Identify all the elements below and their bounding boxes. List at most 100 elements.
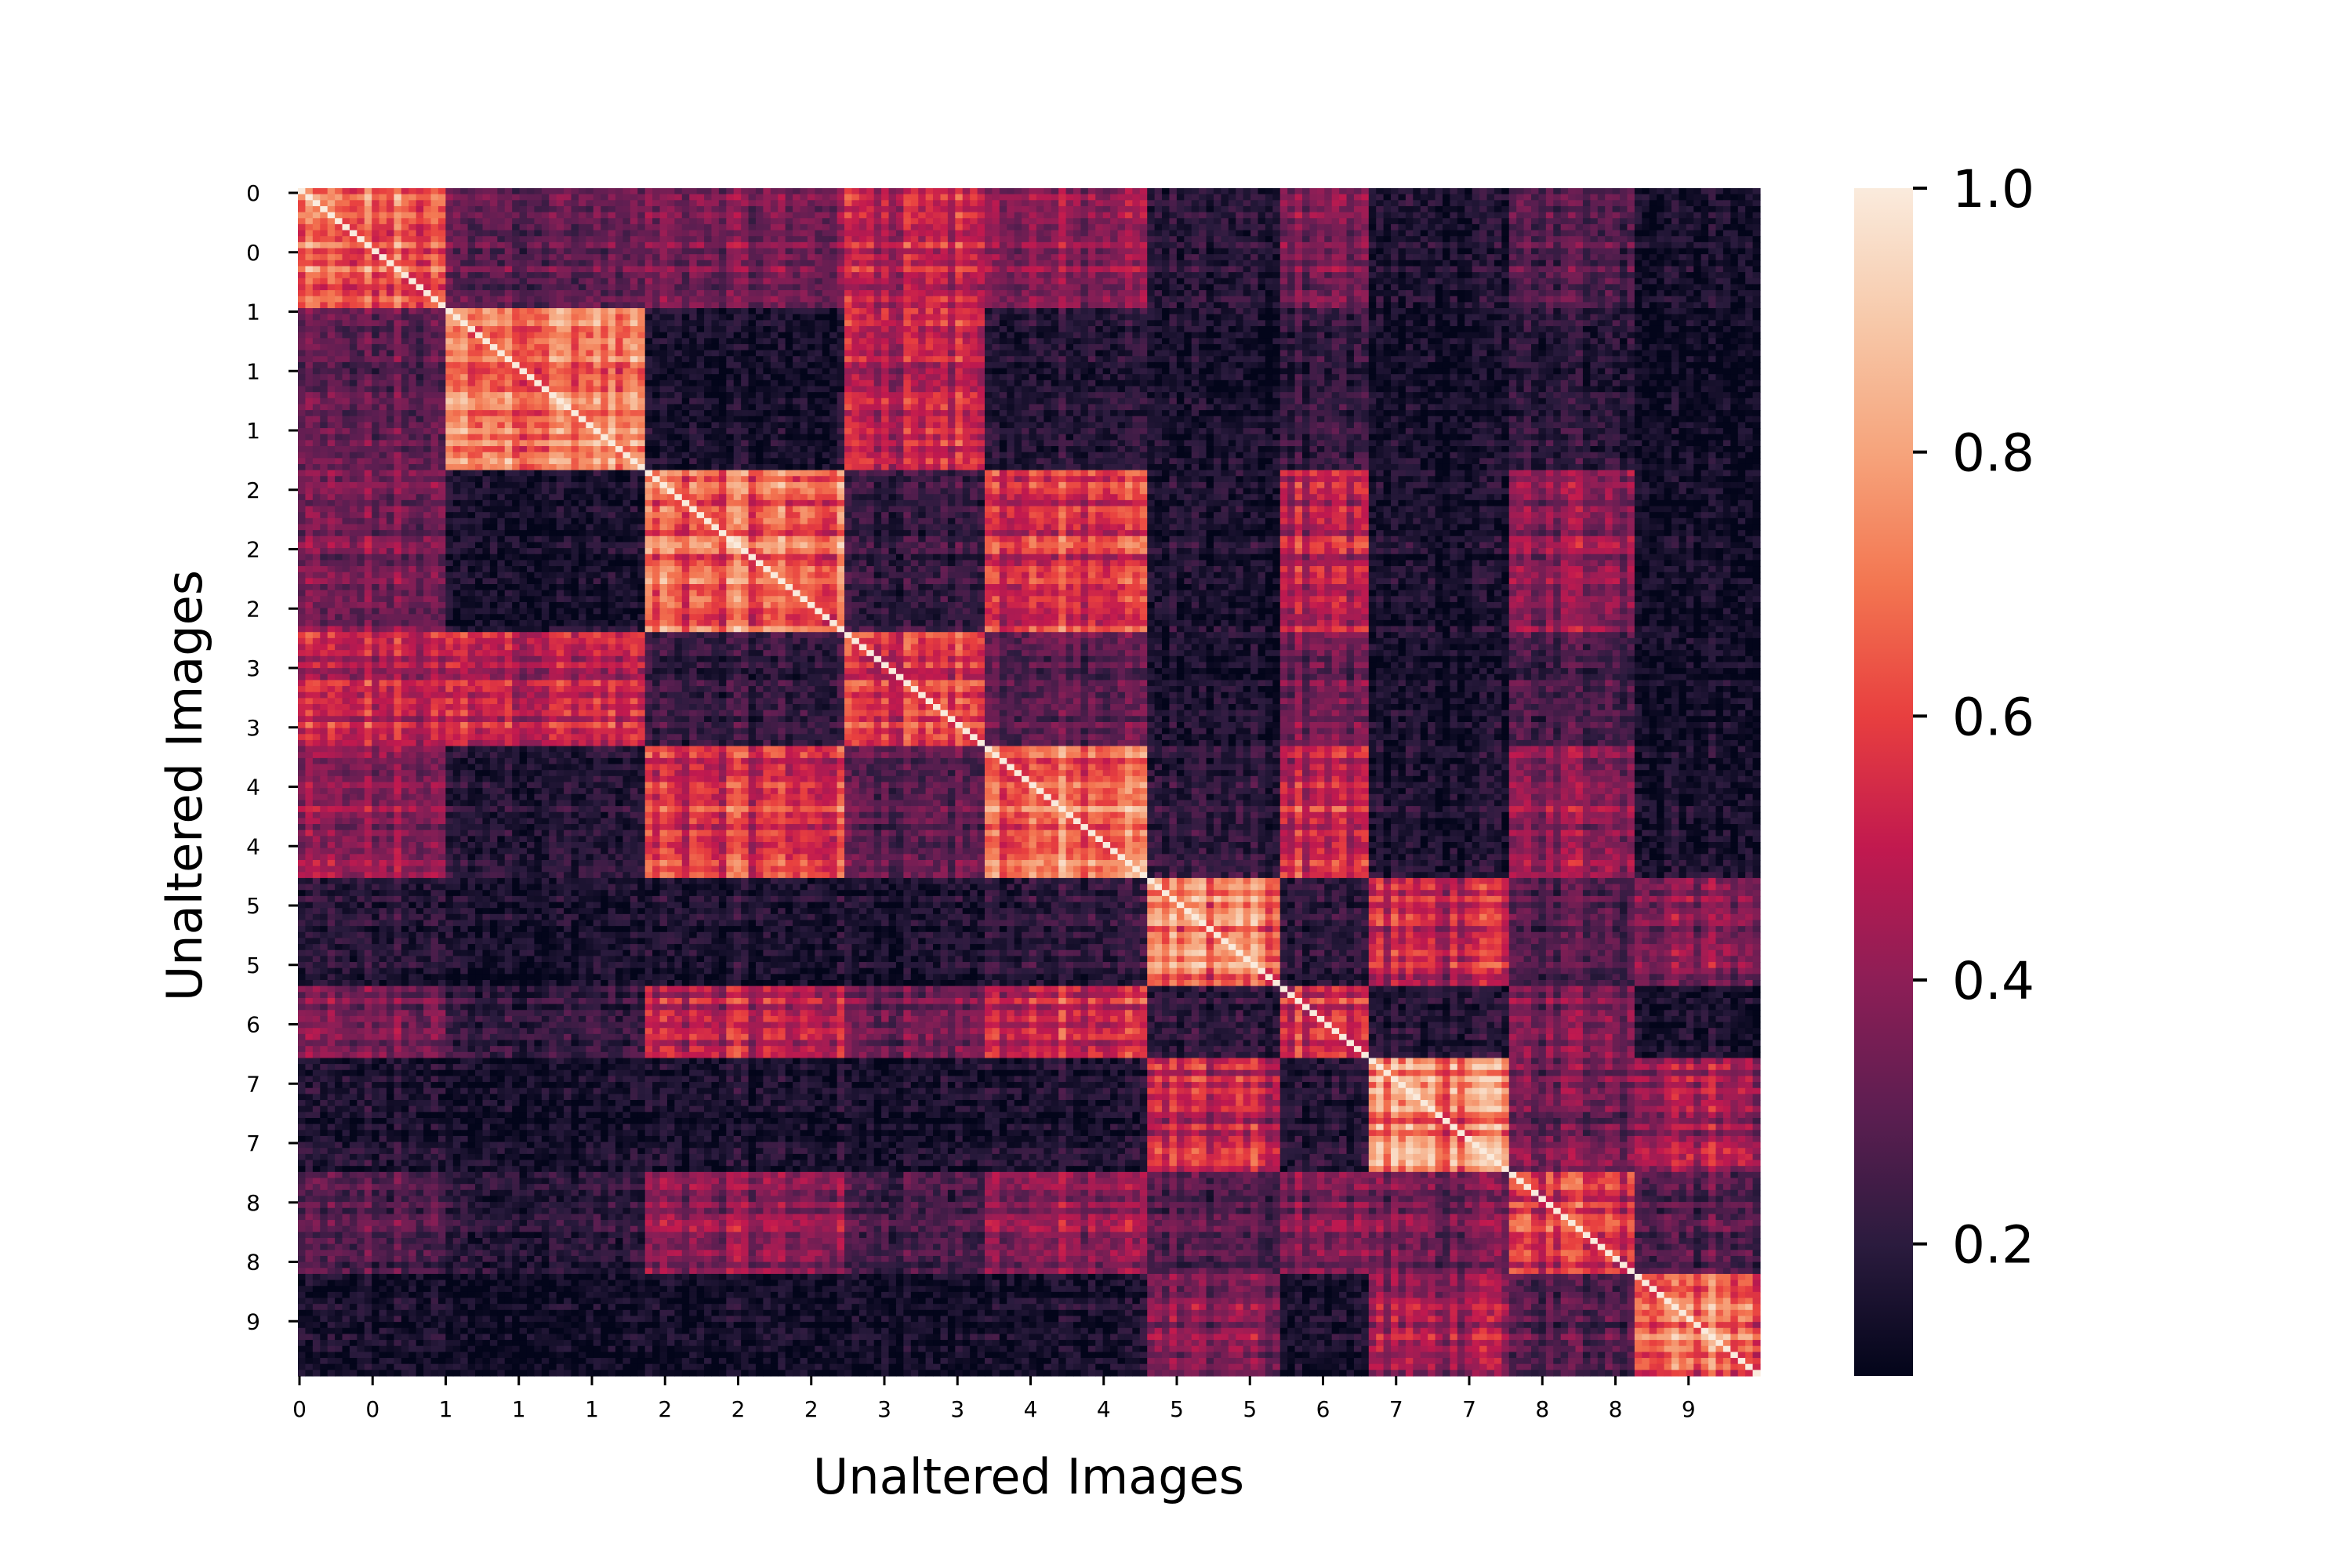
heatmap-cell — [1014, 278, 1022, 285]
heatmap-cell — [844, 206, 852, 212]
heatmap-cell — [394, 194, 401, 201]
heatmap-cell — [1044, 212, 1051, 219]
heatmap-cell — [800, 266, 808, 272]
heatmap-cell — [438, 224, 446, 230]
heatmap-cell — [593, 206, 601, 212]
heatmap-cell — [1088, 260, 1096, 267]
heatmap-cell — [1250, 212, 1258, 219]
heatmap-cell — [771, 194, 779, 201]
heatmap-cell — [674, 194, 682, 201]
heatmap-cell — [1272, 254, 1280, 260]
heatmap-cell — [1398, 260, 1406, 267]
heatmap-cell — [933, 254, 941, 260]
heatmap-cell — [682, 212, 690, 219]
heatmap-cell — [438, 218, 446, 224]
heatmap-cell — [874, 278, 882, 285]
heatmap-cell — [1044, 188, 1051, 194]
heatmap-cell — [1501, 254, 1509, 260]
heatmap-cell — [970, 242, 978, 249]
heatmap-cell — [1324, 230, 1332, 237]
heatmap-cell — [1590, 224, 1598, 230]
heatmap-cell — [1398, 242, 1406, 249]
heatmap-cell — [1553, 254, 1561, 260]
heatmap-cell — [1524, 212, 1532, 219]
heatmap-cell — [992, 230, 1000, 237]
heatmap-cell — [1214, 290, 1221, 296]
heatmap-cell — [482, 249, 490, 255]
heatmap-cell — [1214, 284, 1221, 290]
heatmap-cell — [1339, 200, 1347, 206]
heatmap-cell — [660, 290, 668, 296]
heatmap-cell — [1140, 200, 1148, 206]
heatmap-cell — [667, 224, 675, 230]
heatmap-cell — [1509, 290, 1517, 296]
heatmap-cell — [771, 188, 779, 194]
heatmap-cell — [1132, 194, 1140, 201]
heatmap-cell — [1605, 284, 1613, 290]
heatmap-cell — [771, 260, 779, 267]
heatmap-cell — [756, 194, 764, 201]
heatmap-cell — [1125, 296, 1133, 303]
heatmap-cell — [1162, 188, 1170, 194]
heatmap-cell — [298, 206, 306, 212]
heatmap-cell — [978, 224, 985, 230]
heatmap-cell — [1413, 272, 1421, 278]
heatmap-cell — [1723, 242, 1731, 249]
heatmap-cell — [689, 249, 697, 255]
heatmap-cell — [1051, 290, 1059, 296]
heatmap-cell — [963, 194, 971, 201]
heatmap-cell — [1058, 200, 1066, 206]
heatmap-cell — [1620, 218, 1628, 224]
heatmap-cell — [1088, 302, 1096, 308]
heatmap-cell — [534, 296, 542, 303]
heatmap-cell — [1155, 224, 1163, 230]
heatmap-cell — [1199, 206, 1207, 212]
heatmap-cell — [497, 249, 505, 255]
heatmap-cell — [903, 284, 911, 290]
heatmap-cell — [630, 230, 638, 237]
heatmap-cell — [1155, 302, 1163, 308]
heatmap-cell — [741, 296, 749, 303]
heatmap-cell — [1272, 290, 1280, 296]
heatmap-cell — [1376, 194, 1384, 201]
heatmap-cell — [497, 296, 505, 303]
heatmap-cell — [726, 272, 734, 278]
heatmap-cell — [918, 266, 926, 272]
heatmap-cell — [328, 188, 336, 194]
heatmap-cell — [1693, 200, 1701, 206]
heatmap-cell — [1095, 200, 1103, 206]
heatmap-cell — [527, 290, 535, 296]
heatmap-cell — [1051, 284, 1059, 290]
heatmap-cell — [903, 230, 911, 237]
heatmap-cell — [1671, 284, 1679, 290]
heatmap-cell — [808, 218, 815, 224]
heatmap-cell — [1738, 218, 1746, 224]
heatmap-cell — [1627, 278, 1635, 285]
heatmap-cell — [918, 278, 926, 285]
heatmap-cell — [520, 236, 528, 242]
heatmap-cell — [1450, 254, 1457, 260]
heatmap-cell — [1494, 230, 1502, 237]
heatmap-cell — [689, 302, 697, 308]
heatmap-cell — [726, 260, 734, 267]
heatmap-cell — [1155, 218, 1163, 224]
heatmap-cell — [438, 302, 446, 308]
heatmap-cell — [1295, 188, 1303, 194]
heatmap-cell — [851, 236, 859, 242]
heatmap-cell — [660, 230, 668, 237]
heatmap-cell — [1103, 290, 1111, 296]
heatmap-cell — [822, 236, 830, 242]
heatmap-cell — [1324, 260, 1332, 267]
heatmap-cell — [1095, 249, 1103, 255]
heatmap-cell — [1472, 266, 1480, 272]
heatmap-cell — [903, 206, 911, 212]
heatmap-cell — [940, 188, 948, 194]
heatmap-cell — [970, 249, 978, 255]
heatmap-cell — [851, 224, 859, 230]
heatmap-cell — [1058, 260, 1066, 267]
heatmap-cell — [1088, 242, 1096, 249]
heatmap-cell — [401, 242, 409, 249]
heatmap-cell — [1479, 266, 1487, 272]
heatmap-cell — [1568, 224, 1576, 230]
heatmap-cell — [1155, 194, 1163, 201]
